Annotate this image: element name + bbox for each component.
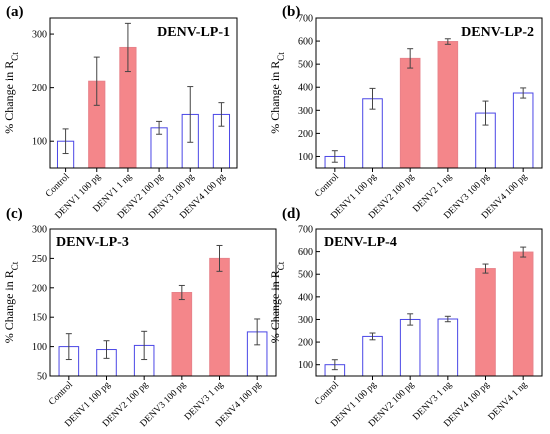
- error-bar: [156, 120, 163, 135]
- x-tick-label: Control: [313, 380, 341, 408]
- y-tick-label: 400: [298, 83, 313, 94]
- bar-denv3-1-ng: [437, 318, 459, 377]
- y-tick-label: 150: [32, 313, 47, 324]
- error-bar: [369, 87, 376, 110]
- y-axis-label: % Change in RCt: [268, 52, 286, 134]
- bar-denv2-1-ng: [437, 41, 459, 169]
- bar-denv4-100-pg: [512, 92, 534, 169]
- x-tick-label: Control: [313, 172, 341, 200]
- error-bar: [216, 244, 223, 272]
- error-bar: [482, 100, 489, 126]
- panel-label: (b): [282, 4, 300, 20]
- y-tick-label: 100: [32, 137, 47, 148]
- y-tick-label: 100: [32, 342, 47, 353]
- error-bar: [444, 38, 451, 45]
- error-bar: [62, 128, 69, 155]
- plot-frame: [315, 228, 543, 377]
- panel-title: DENV-LP-3: [56, 235, 129, 250]
- bar-denv3-100-pg: [171, 292, 193, 377]
- error-bar: [141, 330, 148, 361]
- y-axis-label: % Change in RCt: [2, 261, 20, 343]
- y-tick-label: 250: [32, 254, 47, 265]
- x-tick-label: Control: [47, 380, 75, 408]
- y-axis-label: % Change in RCt: [2, 52, 20, 134]
- error-bar: [331, 150, 338, 163]
- bar-denv2-100-pg: [399, 57, 421, 169]
- y-tick-label: 700: [298, 14, 313, 25]
- y-tick-label: 50: [37, 372, 47, 383]
- error-bar: [65, 333, 72, 361]
- y-axis-label-subscript: Ct: [276, 261, 286, 270]
- y-tick-label: 200: [32, 283, 47, 294]
- bar-denv4-100-pg: [475, 268, 496, 377]
- y-axis-label-main: % Change in R: [268, 61, 282, 134]
- x-tick-label: DENV4 1 ng: [487, 380, 530, 423]
- panel-title: DENV-LP-4: [324, 235, 397, 250]
- panel-label: (c): [6, 206, 23, 222]
- y-axis-label-main: % Change in R: [2, 61, 16, 134]
- panel-label: (a): [6, 4, 24, 20]
- plot-frame: [49, 228, 277, 377]
- y-tick-label: 300: [298, 106, 313, 117]
- y-axis-label-subscript: Ct: [10, 52, 20, 61]
- error-bar: [93, 56, 100, 106]
- y-tick-label: 100: [298, 360, 313, 371]
- panel-c: (c) DENV-LP-3 % Change in RCt ControlDEN…: [2, 206, 277, 429]
- bar-denv2-100-pg: [399, 318, 421, 377]
- error-bar: [520, 246, 527, 258]
- error-bar: [369, 332, 376, 341]
- bar-denv3-1-ng: [209, 257, 230, 377]
- error-bar: [331, 359, 338, 371]
- error-bar: [482, 263, 489, 274]
- panel-title: DENV-LP-1: [157, 25, 230, 40]
- panel-a: (a) DENV-LP-1 % Change in RCt ControlDEN…: [2, 4, 238, 221]
- panel-label: (d): [282, 206, 300, 222]
- error-bar: [218, 102, 225, 127]
- panel-d: (d) DENV-LP-4 % Change in RCt Control DEN…: [268, 206, 543, 429]
- error-bar: [407, 48, 414, 69]
- y-axis-label-subscript: Ct: [10, 261, 20, 270]
- y-tick-label: 500: [298, 60, 313, 71]
- error-bar: [187, 86, 194, 143]
- y-axis-label-subscript: Ct: [276, 52, 286, 61]
- y-axis-label-main: % Change in R: [2, 270, 16, 343]
- y-axis-label-main: % Change in R: [268, 270, 282, 343]
- error-bar: [103, 340, 110, 359]
- bar-denv4-1-ng: [512, 251, 534, 377]
- y-tick-label: 700: [298, 225, 313, 236]
- y-tick-label: 200: [298, 129, 313, 140]
- x-tick-label: Control: [44, 172, 72, 200]
- error-bar: [407, 313, 414, 326]
- y-axis-label: % Change in RCt: [268, 261, 286, 343]
- y-tick-label: 200: [298, 338, 313, 349]
- y-tick-label: 600: [298, 37, 313, 48]
- y-tick-label: 500: [298, 270, 313, 281]
- y-tick-label: 100: [298, 152, 313, 163]
- y-tick-label: 600: [298, 247, 313, 258]
- error-bar: [520, 87, 527, 99]
- plot-frame: [315, 17, 543, 169]
- error-bar: [178, 284, 185, 301]
- plot-frame: [49, 17, 238, 169]
- error-bar: [444, 315, 451, 323]
- y-tick-label: 300: [32, 30, 47, 41]
- panel-title: DENV-LP-2: [461, 25, 534, 40]
- panel-b: (b) DENV-LP-2 % Change in RCt ControlDEN…: [268, 4, 543, 221]
- y-tick-label: 300: [298, 315, 313, 326]
- error-bar: [254, 318, 261, 346]
- y-tick-label: 400: [298, 292, 313, 303]
- y-tick-label: 300: [32, 225, 47, 236]
- y-tick-label: 200: [32, 83, 47, 94]
- error-bar: [124, 22, 131, 73]
- bar-denv1-100-pg: [362, 335, 383, 377]
